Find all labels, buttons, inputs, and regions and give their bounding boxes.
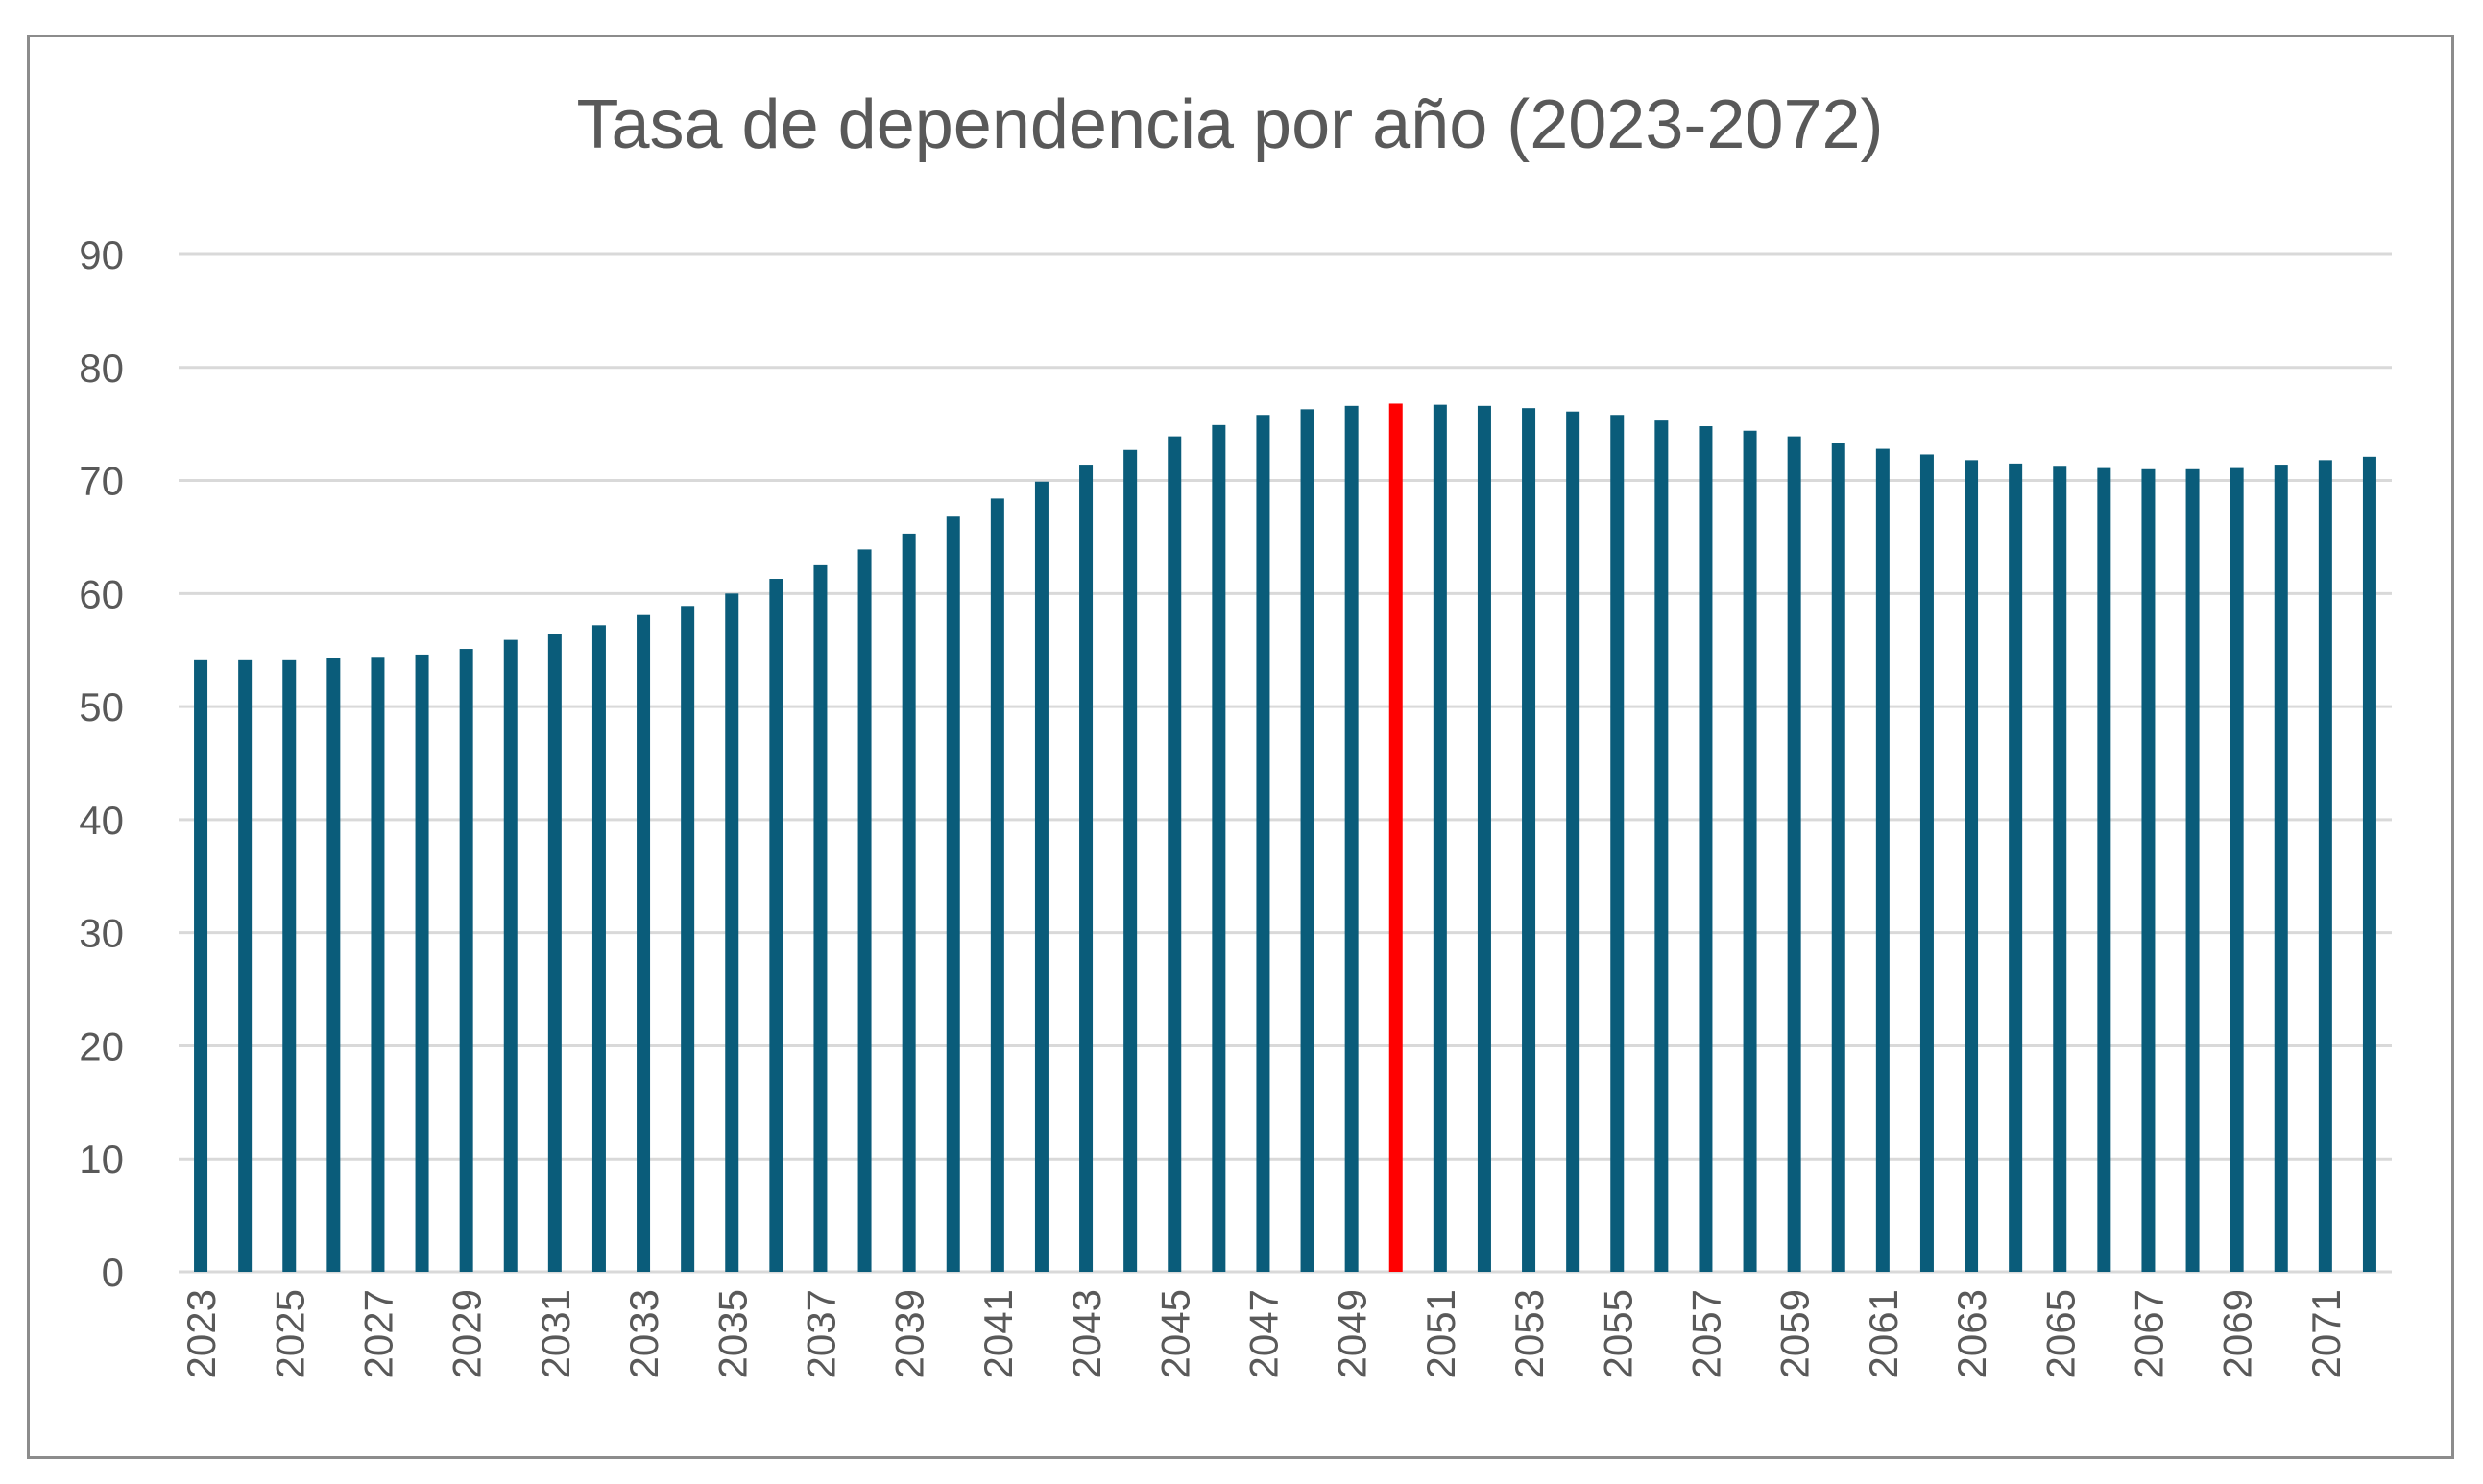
x-tick-label: 2037 xyxy=(798,1289,843,1378)
bar-2031 xyxy=(547,634,562,1272)
bar-2049 xyxy=(1344,405,1359,1272)
bar-2027 xyxy=(371,657,385,1272)
x-tick-label: 2025 xyxy=(267,1289,312,1378)
bar-2038 xyxy=(857,549,872,1272)
y-axis: 0 10 20 30 40 50 60 70 80 90 xyxy=(79,232,124,1295)
x-tick-label: 2065 xyxy=(2037,1289,2083,1378)
x-tick-label: 2057 xyxy=(1683,1289,1728,1378)
bar-2039 xyxy=(902,533,916,1272)
bar-2023 xyxy=(194,659,208,1272)
y-tick-label: 50 xyxy=(79,684,124,730)
bar-2024 xyxy=(238,659,253,1272)
bar-2030 xyxy=(503,639,518,1272)
bar-2046 xyxy=(1212,424,1226,1272)
bar-2058 xyxy=(1743,430,1757,1272)
bar-2072 xyxy=(2362,456,2376,1272)
gridlines xyxy=(179,252,2392,1274)
bar-2057 xyxy=(1699,426,1713,1272)
x-tick-label: 2049 xyxy=(1330,1289,1375,1378)
y-tick-label: 90 xyxy=(79,232,124,277)
bar-2056 xyxy=(1654,420,1669,1273)
bar-2042 xyxy=(1034,481,1049,1272)
x-axis: 2023 2025 2027 2029 2031 2033 2035 2037 2039 2041… xyxy=(179,1289,2349,1378)
bar-2061 xyxy=(1875,448,1890,1273)
bar-2036 xyxy=(769,579,783,1272)
x-tick-label: 2047 xyxy=(1241,1289,1286,1378)
bar-2040 xyxy=(946,516,960,1272)
bar-highlight-2050 xyxy=(1388,403,1403,1272)
x-tick-label: 2031 xyxy=(533,1289,578,1378)
bar-2052 xyxy=(1477,405,1491,1272)
bar-2069 xyxy=(2230,467,2244,1273)
x-tick-label: 2023 xyxy=(179,1289,224,1378)
x-tick-label: 2067 xyxy=(2126,1289,2171,1378)
x-tick-label: 2055 xyxy=(1595,1289,1640,1378)
chart-frame: Tasa de dependencia por año (2023-2072) … xyxy=(27,35,2454,1459)
bar-2035 xyxy=(725,593,739,1272)
bar-2048 xyxy=(1300,409,1314,1272)
bar-2025 xyxy=(282,659,297,1272)
bar-2033 xyxy=(637,614,651,1272)
y-tick-label: 10 xyxy=(79,1137,124,1182)
bar-2028 xyxy=(415,654,429,1272)
x-tick-label: 2035 xyxy=(710,1289,755,1378)
chart-title: Tasa de dependencia por año (2023-2072) xyxy=(576,86,1883,163)
x-tick-label: 2051 xyxy=(1418,1289,1463,1378)
x-tick-label: 2027 xyxy=(355,1289,400,1378)
y-tick-label: 60 xyxy=(79,571,124,616)
bar-2054 xyxy=(1566,411,1580,1272)
y-tick-label: 0 xyxy=(102,1250,124,1295)
bar-2043 xyxy=(1079,465,1094,1273)
bar-chart: Tasa de dependencia por año (2023-2072) … xyxy=(79,86,2392,1378)
bar-2065 xyxy=(2053,466,2067,1272)
y-tick-label: 70 xyxy=(79,459,124,504)
bar-2047 xyxy=(1256,415,1270,1272)
bar-2062 xyxy=(1919,454,1934,1272)
bar-2067 xyxy=(2141,468,2156,1272)
y-tick-label: 40 xyxy=(79,798,124,843)
bar-2064 xyxy=(2009,463,2023,1272)
x-tick-label: 2033 xyxy=(621,1289,666,1378)
bar-2055 xyxy=(1610,415,1625,1272)
bar-2060 xyxy=(1831,443,1845,1272)
bar-2034 xyxy=(681,606,695,1272)
bar-2070 xyxy=(2274,465,2288,1273)
bar-2051 xyxy=(1433,404,1447,1273)
bar-2032 xyxy=(591,625,606,1272)
bar-2059 xyxy=(1787,436,1801,1273)
x-tick-label: 2041 xyxy=(976,1289,1021,1378)
x-tick-label: 2069 xyxy=(2215,1289,2260,1378)
bar-2071 xyxy=(2318,460,2332,1272)
bar-2068 xyxy=(2185,468,2200,1272)
y-tick-label: 20 xyxy=(79,1023,124,1068)
bar-2045 xyxy=(1168,436,1182,1273)
x-tick-label: 2043 xyxy=(1064,1289,1109,1378)
bar-2063 xyxy=(1965,460,1979,1272)
x-tick-label: 2059 xyxy=(1772,1289,1818,1378)
x-tick-label: 2039 xyxy=(887,1289,932,1378)
bar-2044 xyxy=(1123,449,1138,1272)
bar-2041 xyxy=(990,498,1004,1272)
bar-2029 xyxy=(459,649,473,1272)
x-tick-label: 2029 xyxy=(445,1289,490,1378)
y-tick-label: 30 xyxy=(79,911,124,956)
x-tick-label: 2045 xyxy=(1152,1289,1197,1378)
bar-2066 xyxy=(2097,467,2111,1273)
x-tick-label: 2053 xyxy=(1507,1289,1552,1378)
x-tick-label: 2063 xyxy=(1949,1289,1994,1378)
x-tick-label: 2071 xyxy=(2303,1289,2349,1378)
bars xyxy=(194,403,2376,1273)
bar-2053 xyxy=(1522,408,1536,1273)
x-tick-label: 2061 xyxy=(1861,1289,1906,1378)
bar-2026 xyxy=(326,658,341,1272)
y-tick-label: 80 xyxy=(79,346,124,391)
bar-2037 xyxy=(813,564,828,1272)
